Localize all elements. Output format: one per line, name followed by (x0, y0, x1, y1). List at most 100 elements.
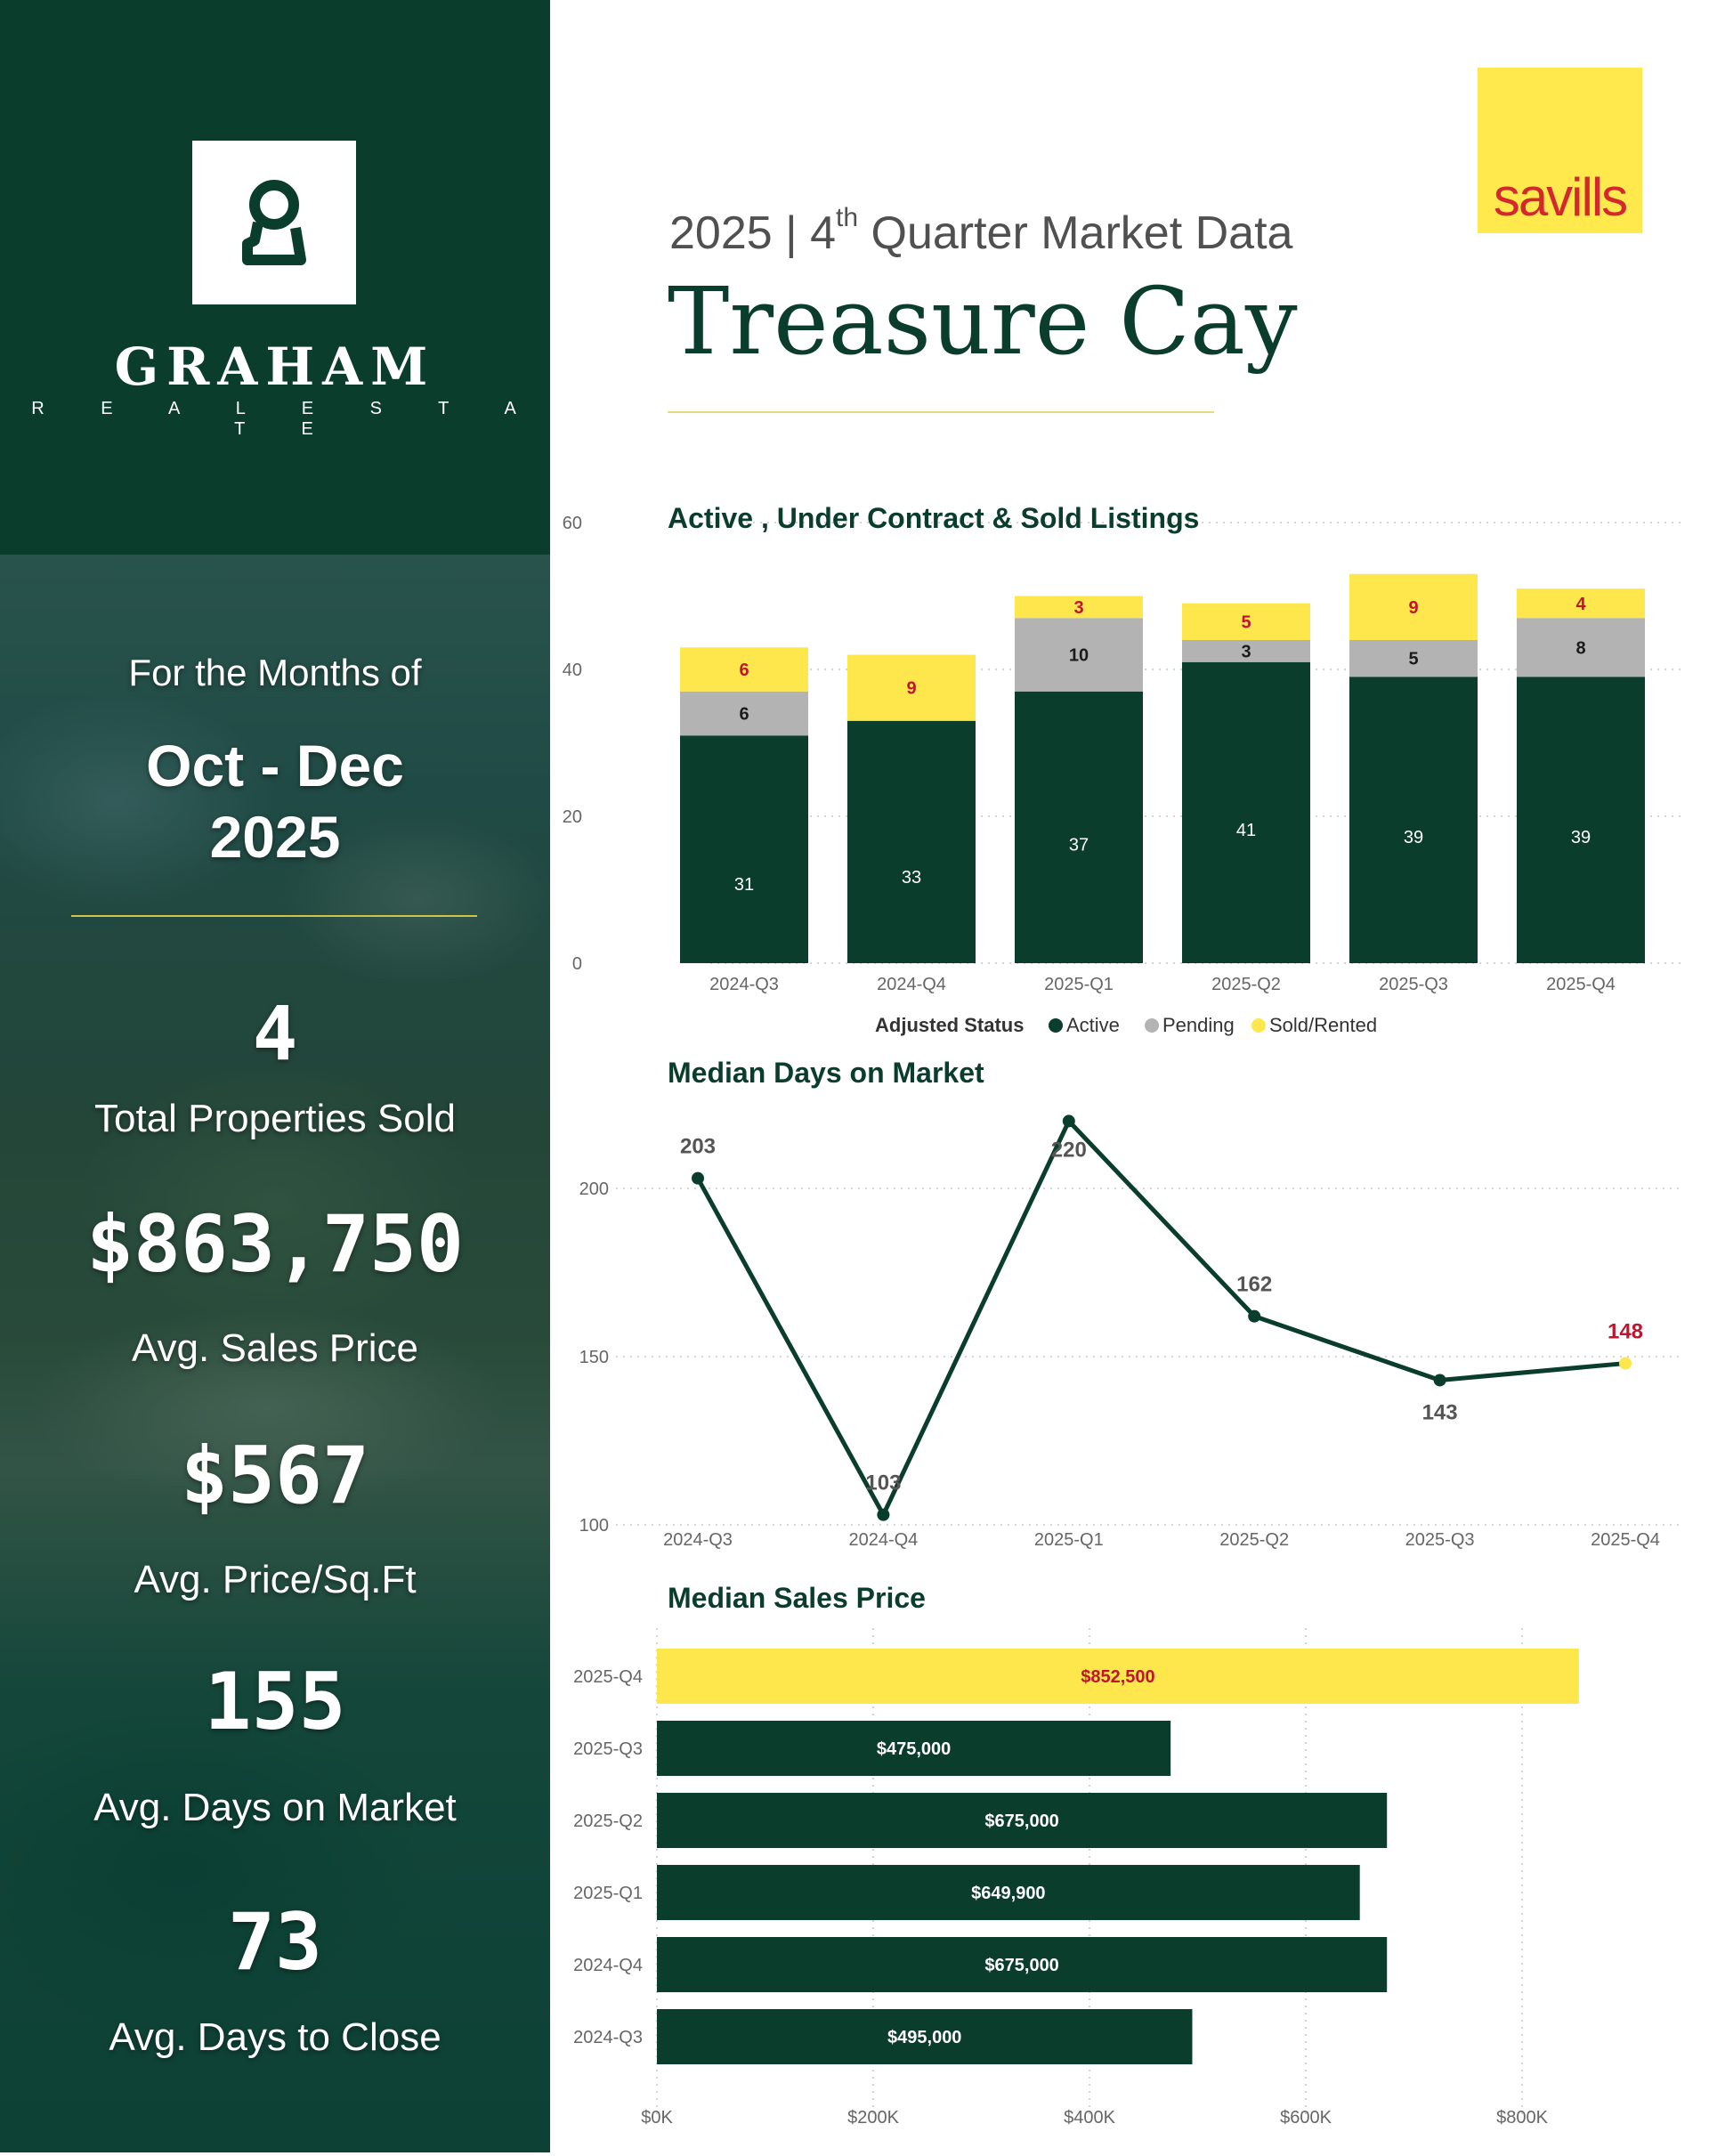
days-on-market-svg: 100 150 200 203 2024-Q3 103 2024-Q4 220 2025-Q1 1… (579, 1114, 1681, 1550)
data-label: 33 (902, 868, 921, 888)
data-label: 103 (865, 1471, 901, 1495)
data-label: 4 (1575, 595, 1586, 614)
data-label: 9 (906, 679, 916, 699)
data-label: $675,000 (984, 1812, 1058, 1831)
data-label: $475,000 (877, 1739, 951, 1759)
data-label: 3 (1073, 598, 1083, 618)
bar-segment-soldrented (1349, 573, 1478, 640)
bar-segment-soldrented (680, 647, 808, 692)
months-range: Oct - Dec 2025 (0, 730, 550, 872)
data-label: 9 (1408, 598, 1418, 618)
data-label: 8 (1575, 638, 1585, 658)
legend-title: Adjusted Status (875, 1014, 1024, 1036)
data-label: 143 (1422, 1400, 1458, 1424)
y-tick-label: 2025-Q2 (573, 1812, 643, 1831)
bar-segment-pending (680, 691, 808, 736)
data-label: 5 (1408, 650, 1418, 669)
bar-segment-soldrented (1015, 596, 1143, 619)
page-title: Treasure Cay (668, 267, 1298, 376)
savills-logo: savills (1478, 68, 1642, 233)
bar-segment-soldrented (847, 654, 976, 721)
subtitle-year: 2025 | 4 (669, 207, 837, 259)
data-label: 39 (1571, 828, 1591, 847)
data-label: 220 (1051, 1138, 1087, 1162)
x-tick-label: $200K (847, 2108, 899, 2128)
y-tick-label: 0 (572, 954, 582, 974)
data-point (1619, 1357, 1632, 1370)
x-tick-label: 2025-Q1 (1044, 975, 1114, 994)
x-tick-label: 2025-Q4 (1546, 975, 1616, 994)
x-tick-label: 2024-Q4 (877, 975, 946, 994)
bar-segment-active (847, 720, 976, 963)
days-on-market-chart: Median Days on Market 100 150 200 203 2024-Q… (550, 1050, 1709, 1567)
stat-total-sold-value: 4 (252, 990, 298, 1077)
x-tick-label: 2025-Q2 (1211, 975, 1281, 994)
months-label: For the Months of (128, 652, 422, 693)
stat-days-market-label: Avg. Days on Market (93, 1786, 457, 1829)
legend-marker (1251, 1018, 1266, 1033)
sidebar-divider (71, 915, 477, 917)
median-price-svg: $0K $200K $400K $600K $800K $852,500 2025-Q4 $4… (573, 1628, 1579, 2128)
data-label: 3 (1241, 642, 1251, 661)
listings-chart: Active , Under Contract & Sold Listings … (550, 498, 1709, 1050)
legend-marker (1049, 1018, 1063, 1033)
subtitle-ordinal: th (836, 203, 859, 232)
days-on-market-title: Median Days on Market (668, 1057, 984, 1089)
x-tick-label: 2025-Q3 (1379, 975, 1448, 994)
data-label: 162 (1236, 1273, 1272, 1297)
sidebar-photo-overlay (0, 555, 550, 2152)
data-label: 39 (1404, 828, 1423, 847)
price-bar (657, 1937, 1388, 1992)
x-tick-label: 2025-Q1 (1034, 1530, 1104, 1550)
stat-days-market-value: 155 (204, 1656, 346, 1747)
stat-avg-price-label: Avg. Sales Price (131, 1326, 418, 1370)
brand-name: GRAHAM (114, 336, 436, 397)
x-tick-label: $400K (1064, 2108, 1115, 2128)
x-tick-label: $0K (641, 2108, 673, 2128)
y-tick-label: 2024-Q3 (573, 2028, 643, 2047)
legend-entry: Pending (1162, 1014, 1235, 1036)
bar-segment-soldrented (1182, 603, 1310, 640)
data-label: 37 (1069, 835, 1089, 855)
stat-days-close-label: Avg. Days to Close (109, 2015, 441, 2059)
data-point (692, 1171, 704, 1185)
x-tick-label: $600K (1280, 2108, 1332, 2128)
y-tick-label: 60 (563, 514, 582, 533)
sidebar: GRAHAM R E A L E S T A T E For the Month… (0, 0, 550, 2152)
stat-avg-price-value: $863,750 (86, 1198, 464, 1290)
data-label: $649,900 (971, 1884, 1045, 1903)
data-label: $852,500 (1081, 1667, 1154, 1687)
x-tick-label: 2025-Q3 (1405, 1530, 1475, 1550)
y-tick-label: 150 (579, 1348, 609, 1367)
price-bar (657, 1649, 1579, 1704)
data-label: 5 (1241, 612, 1251, 632)
y-tick-label: 2025-Q3 (573, 1739, 643, 1759)
subtitle-rest: Quarter Market Data (858, 207, 1293, 259)
data-label: 41 (1236, 821, 1256, 840)
data-label: 203 (680, 1135, 716, 1159)
bar-segment-soldrented (1517, 588, 1645, 619)
series-line (695, 1118, 1626, 1518)
graham-logo-icon (192, 141, 356, 304)
x-tick-label: $800K (1496, 2108, 1548, 2128)
data-point (1062, 1114, 1075, 1128)
x-tick-label: 2024-Q3 (663, 1530, 733, 1550)
bar-segment-pending (1349, 640, 1478, 677)
y-tick-label: 20 (563, 807, 582, 827)
median-price-chart: Median Sales Price $0K $200K $400K $600K $80… (550, 1571, 1709, 2152)
price-bar (657, 1721, 1171, 1776)
bar-segment-pending (1182, 640, 1310, 662)
stat-price-sqft-label: Avg. Price/Sq.Ft (134, 1558, 417, 1601)
price-bar (657, 2009, 1193, 2064)
savills-logo-text: savills (1493, 167, 1628, 227)
y-tick-label: 2024-Q4 (573, 1956, 643, 1975)
bar-segment-active (1349, 677, 1478, 963)
title-divider (668, 411, 1214, 413)
stat-days-close-value: 73 (228, 1896, 322, 1988)
months-year-text: 2025 (209, 804, 341, 870)
price-bar (657, 1793, 1388, 1848)
x-tick-label: 2024-Q4 (848, 1530, 918, 1550)
x-tick-label: 2025-Q4 (1591, 1530, 1660, 1550)
data-point (1248, 1309, 1261, 1323)
data-label: 148 (1608, 1320, 1643, 1344)
